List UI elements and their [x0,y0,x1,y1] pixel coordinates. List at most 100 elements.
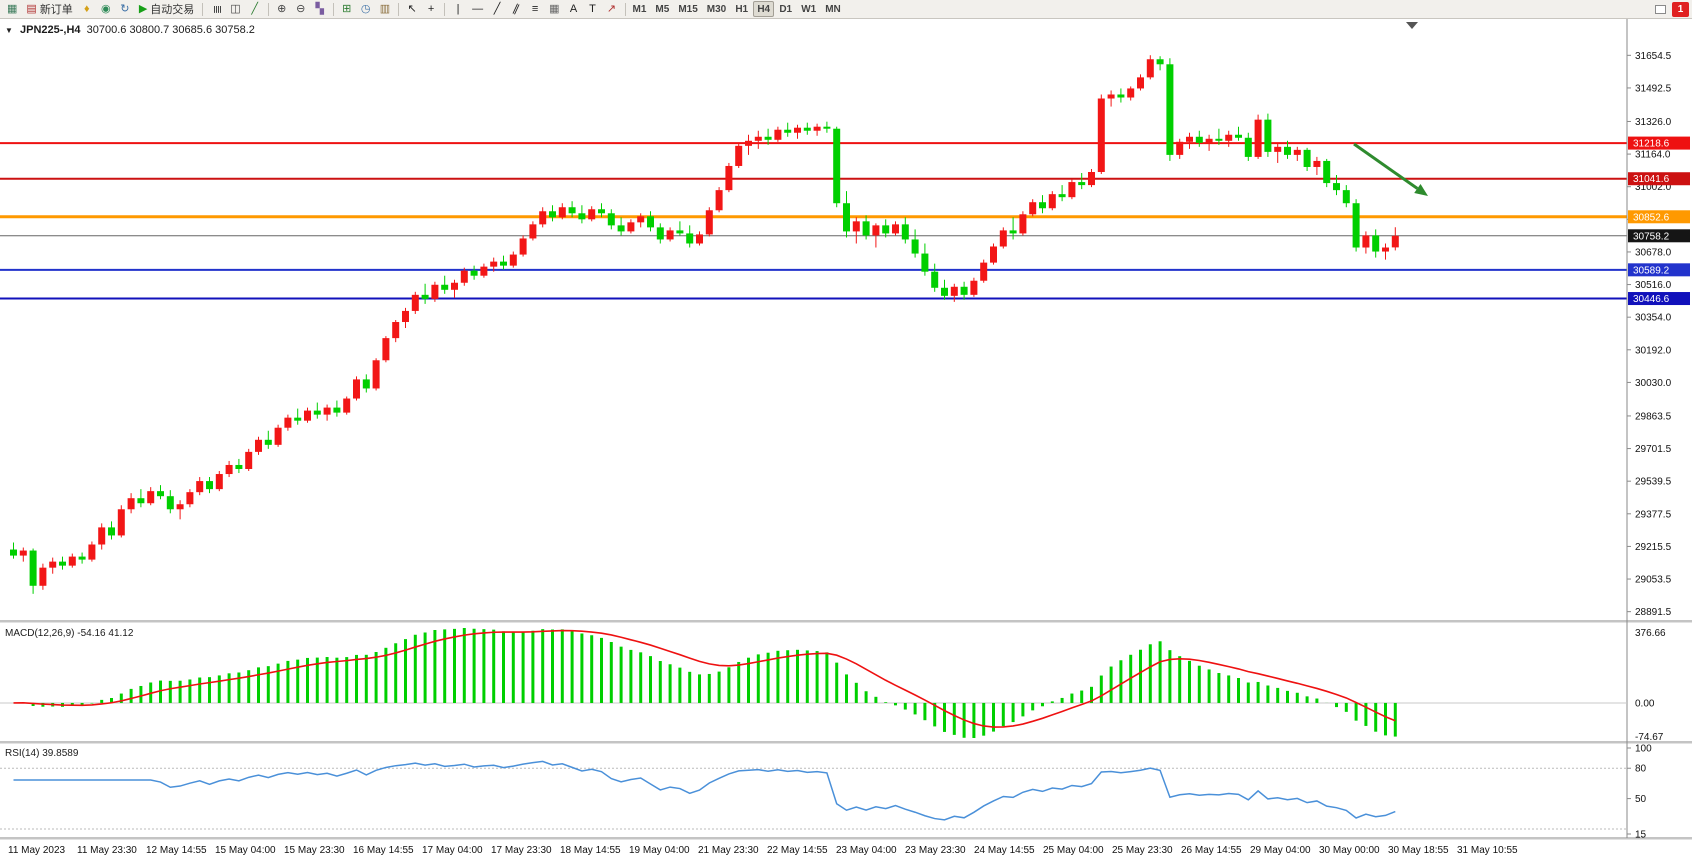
timeframe-h1[interactable]: H1 [735,3,749,15]
svg-text:30446.6: 30446.6 [1633,294,1670,305]
svg-text:15 May 23:30: 15 May 23:30 [284,845,345,856]
toolbar-separator [267,2,269,16]
tile-windows-button[interactable]: ▚ [311,1,329,17]
chart-info-bar: ▼ JPN225-,H4 30700.6 30800.7 30685.6 307… [5,24,255,36]
svg-text:23 May 23:30: 23 May 23:30 [905,845,966,856]
svg-text:30589.2: 30589.2 [1633,265,1670,276]
svg-text:30 May 00:00: 30 May 00:00 [1319,845,1380,856]
timeframe-mn[interactable]: MN [825,3,841,15]
new-chart-icon: ▦ [7,2,18,15]
candlesticks [10,55,1399,594]
svg-text:31002.0: 31002.0 [1635,182,1672,193]
trendline-button[interactable]: ╱ [488,1,506,17]
timeframe-m30[interactable]: M30 [706,3,727,15]
crosshair-button[interactable]: + [422,1,440,17]
collapse-arrow-icon[interactable]: ▼ [5,26,13,35]
cursor-icon: ↖ [407,2,417,15]
svg-text:17 May 23:30: 17 May 23:30 [491,845,552,856]
timeframe-d1[interactable]: D1 [779,3,793,15]
svg-text:29701.5: 29701.5 [1635,444,1672,455]
timeframe-m5[interactable]: M5 [655,3,670,15]
indicators-button[interactable]: ⊞ [338,1,356,17]
svg-text:29863.5: 29863.5 [1635,411,1672,422]
svg-text:18 May 14:55: 18 May 14:55 [560,845,621,856]
new-order-button[interactable]: ▤ 新订单 [22,1,76,17]
text-icon: A [569,2,578,15]
line-chart-mode-button[interactable]: ╱ [246,1,264,17]
refresh-button[interactable]: ↻ [116,1,134,17]
svg-text:31218.6: 31218.6 [1633,139,1670,150]
macd-label: MACD(12,26,9) -54.16 41.12 [5,628,134,639]
svg-text:30030.0: 30030.0 [1635,378,1672,389]
auto-trading-button[interactable]: ▶ 自动交易 [135,1,198,17]
candlestick-mode-button[interactable]: ◫ [226,1,244,17]
rsi-label: RSI(14) 39.8589 [5,748,79,759]
fibonacci-icon: ≡ [531,2,539,15]
annotation-arrow[interactable] [1353,142,1428,196]
timeframe-m1[interactable]: M1 [632,3,647,15]
svg-text:31164.0: 31164.0 [1635,150,1671,161]
new-chart-button[interactable]: ▦ [3,1,21,17]
time-axis[interactable]: 11 May 2023 11 May 23:30 12 May 14:55 15 Ma… [8,845,1518,856]
svg-text:19 May 04:00: 19 May 04:00 [629,845,690,856]
market-watch-button[interactable]: ◉ [97,1,115,17]
svg-text:30354.0: 30354.0 [1635,313,1672,324]
svg-text:30852.6: 30852.6 [1633,212,1670,223]
trendline-icon: ╱ [493,2,501,15]
arrows-tool-button[interactable]: ↗ [603,1,621,17]
zoom-in-button[interactable]: ⊕ [273,1,291,17]
svg-text:17 May 04:00: 17 May 04:00 [422,845,483,856]
text-button[interactable]: A [565,1,583,17]
horizontal-line-button[interactable]: — [468,1,487,17]
svg-text:376.66: 376.66 [1635,628,1666,639]
crosshair-icon: + [427,2,435,15]
channel-button[interactable]: ∥ [507,1,525,17]
rsi-pane: 100 80 50 15 [0,744,1652,841]
svg-text:22 May 14:55: 22 May 14:55 [767,845,828,856]
svg-text:30678.0: 30678.0 [1635,247,1672,258]
cursor-button[interactable]: ↖ [403,1,421,17]
templates-button[interactable]: ▥ [376,1,394,17]
zoom-out-button[interactable]: ⊖ [292,1,310,17]
toolbar-separator [332,2,334,16]
tile-windows-icon: ▚ [315,2,324,15]
svg-text:23 May 04:00: 23 May 04:00 [836,845,897,856]
svg-text:80: 80 [1635,764,1647,775]
svg-text:-74.67: -74.67 [1635,732,1664,743]
periods-button[interactable]: ◷ [357,1,375,17]
svg-text:11 May 2023: 11 May 2023 [8,845,66,856]
vertical-line-icon: | [456,2,460,15]
timeframe-w1[interactable]: W1 [801,3,817,15]
shapes-button[interactable]: ▦ [545,1,563,17]
symbol-label: JPN225-,H4 [19,24,81,36]
toolbar-separator [202,2,204,16]
notification-badge[interactable]: 1 [1672,1,1689,17]
price-lines[interactable] [0,142,1627,300]
vertical-line-button[interactable]: | [449,1,467,17]
bar-chart-mode-button[interactable]: ≣ [207,1,225,17]
profiles-button[interactable]: ♦ [78,1,96,17]
fibonacci-button[interactable]: ≡ [526,1,544,17]
new-order-icon: ▤ [26,2,37,15]
svg-text:31041.6: 31041.6 [1633,174,1670,185]
timeframe-h4[interactable]: H4 [753,1,775,17]
svg-text:25 May 04:00: 25 May 04:00 [1043,845,1104,856]
channel-icon: ∥ [511,1,522,16]
toolbar-items: ▦ ▤ 新订单 ♦ ◉ ↻ ▶ 自动交易 ≣ ◫ ╱ ⊕ ⊖ ▚ ⊞ ◷ ▥ ↖ + | — ╱ ∥ ≡ ▦ A T ↗ [3,1,629,17]
svg-text:31 May 10:55: 31 May 10:55 [1457,845,1518,856]
price-axis[interactable]: 31654.531492.531326.031164.031002.030840… [1626,19,1690,838]
panel-toggle-button[interactable] [1651,1,1670,17]
svg-text:15 May 04:00: 15 May 04:00 [215,845,276,856]
text-label-button[interactable]: T [584,1,602,17]
timeframe-buttons: M1 M5 M15 M30 H1 H4 D1 W1 MN [629,1,845,17]
pane-separators[interactable] [0,620,1692,840]
zoom-in-icon: ⊕ [277,2,287,15]
svg-text:30758.2: 30758.2 [1633,231,1670,242]
shift-marker-icon[interactable] [1406,22,1418,29]
timeframe-m15[interactable]: M15 [678,3,698,15]
svg-text:28891.5: 28891.5 [1635,607,1672,618]
ohlc-values: 30700.6 30800.7 30685.6 30758.2 [86,24,255,36]
svg-text:31654.5: 31654.5 [1635,51,1672,62]
svg-text:31492.5: 31492.5 [1635,83,1672,94]
